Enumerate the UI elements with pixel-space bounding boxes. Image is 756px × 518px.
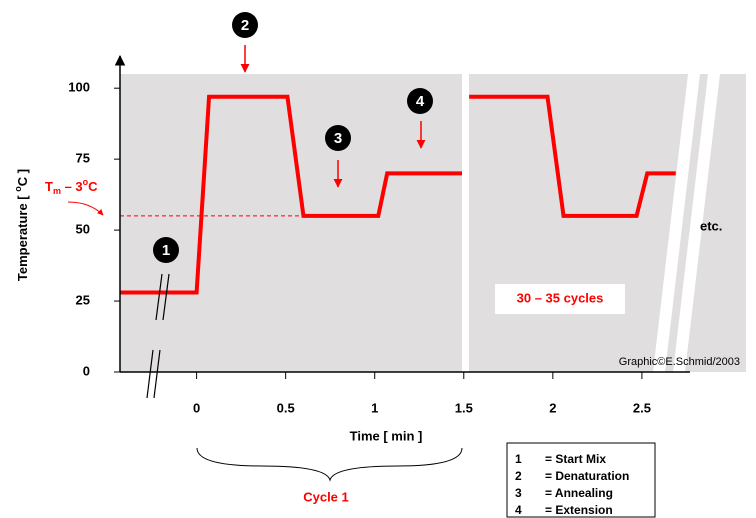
- step-marker: [232, 12, 258, 38]
- break-stripe: [673, 74, 720, 372]
- threshold-label: Tm – 3oC: [45, 177, 98, 196]
- etc-label: etc.: [700, 218, 722, 233]
- cycle-gap: [462, 74, 469, 372]
- y-tick-label: 0: [83, 363, 90, 378]
- step-marker-label: 4: [416, 93, 425, 110]
- x-tick-label: 2.5: [633, 400, 651, 415]
- x-tick-label: 0: [193, 400, 200, 415]
- cycle-brace: [196, 447, 463, 482]
- y-axis-label: Temperature [ oC ]: [13, 169, 30, 281]
- step-marker-label: 1: [162, 242, 170, 259]
- brace-label: Cycle 1: [303, 489, 349, 504]
- legend-label: = Start Mix: [545, 452, 606, 466]
- break-stripe: [653, 74, 700, 372]
- step-marker-label: 3: [334, 130, 342, 147]
- x-axis-label: Time [ min ]: [350, 428, 423, 443]
- axis-break: [146, 273, 170, 399]
- temperature-line: [469, 94, 676, 218]
- temperature-line: [120, 94, 462, 295]
- step-marker: [325, 125, 351, 151]
- legend-number: 4: [515, 503, 522, 517]
- legend-number: 2: [515, 469, 522, 483]
- legend-label: = Extension: [545, 503, 613, 517]
- x-tick-label: 0.5: [277, 400, 295, 415]
- cycles-box: [495, 284, 625, 314]
- y-tick-label: 100: [68, 80, 90, 95]
- legend-number: 3: [515, 486, 522, 500]
- threshold-arrow: [67, 201, 104, 216]
- credit: Graphic©E.Schmid/2003: [619, 356, 740, 368]
- cycles-label: 30 – 35 cycles: [517, 290, 604, 305]
- marker-arrows: [240, 45, 426, 188]
- legend-label: = Annealing: [545, 486, 613, 500]
- step-marker: [153, 237, 179, 263]
- x-tick-label: 2: [549, 400, 556, 415]
- y-tick-label: 75: [76, 151, 90, 166]
- x-tick-label: 1.5: [455, 400, 473, 415]
- plot-background: [120, 74, 746, 372]
- step-marker-label: 2: [241, 17, 249, 34]
- legend-number: 1: [515, 452, 522, 466]
- x-tick-label: 1: [371, 400, 378, 415]
- y-tick-label: 50: [76, 222, 90, 237]
- legend-box: [506, 442, 656, 518]
- y-tick-label: 25: [76, 292, 90, 307]
- step-marker: [407, 88, 433, 114]
- legend-label: = Denaturation: [545, 469, 629, 483]
